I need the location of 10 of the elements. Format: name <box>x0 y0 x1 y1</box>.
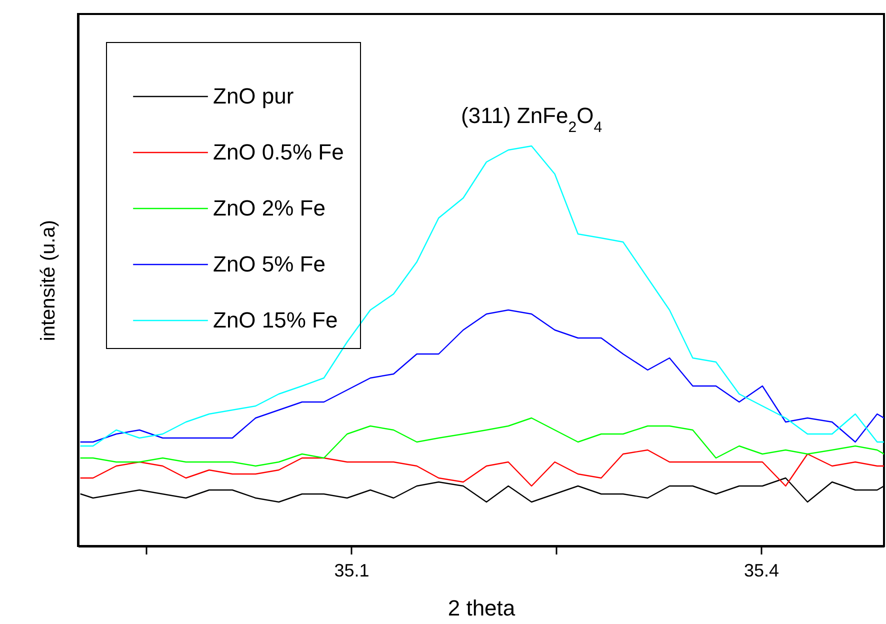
legend-label: ZnO pur <box>213 84 294 108</box>
x-tick-label: 35.4 <box>744 560 780 580</box>
y-axis-title: intensité (u.a) <box>38 220 60 342</box>
legend-label: ZnO 2% Fe <box>213 196 326 220</box>
legend-label: ZnO 5% Fe <box>213 252 326 276</box>
legend-label: ZnO 15% Fe <box>213 308 338 332</box>
legend-label: ZnO 0.5% Fe <box>213 140 344 164</box>
x-tick-label: 35.1 <box>334 560 370 580</box>
x-axis-title: 2 theta <box>448 596 516 620</box>
annotation: (311) ZnFe$_{2}$O$_{4}$ <box>461 103 602 136</box>
